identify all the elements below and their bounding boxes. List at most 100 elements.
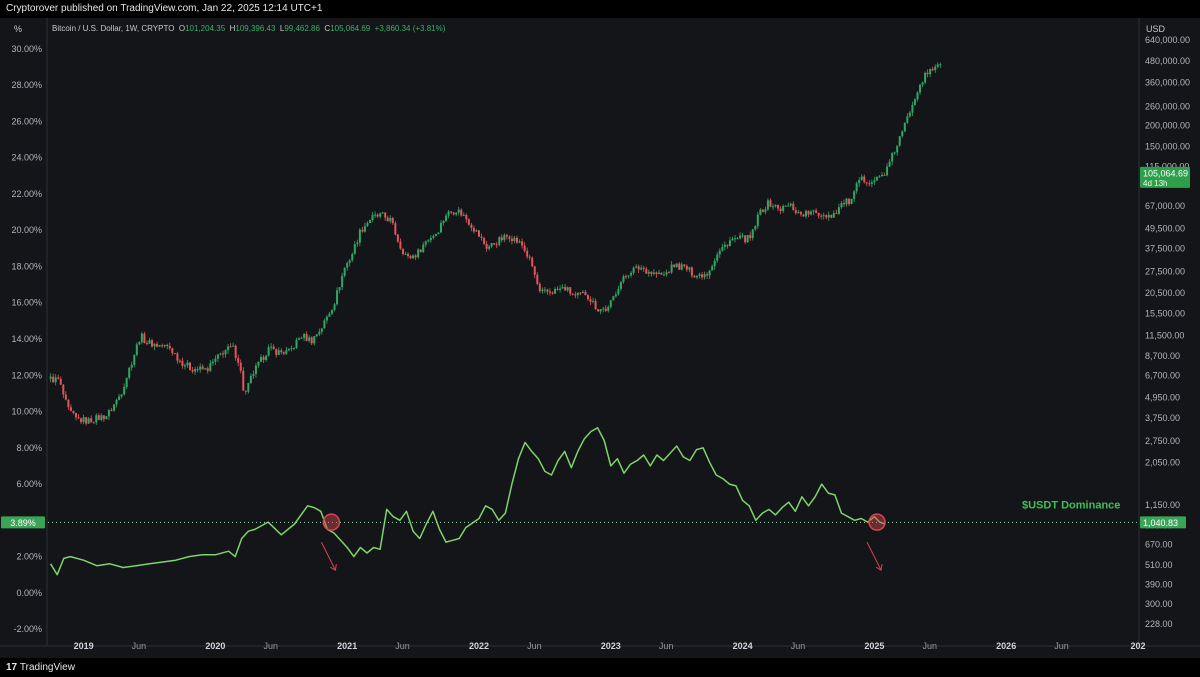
btc-candle-body: [457, 209, 460, 213]
btc-candle-body: [490, 243, 493, 247]
btc-candle-body: [670, 264, 673, 273]
btc-candle-body: [888, 161, 891, 167]
btc-candle-body: [908, 112, 911, 117]
btc-candle-body: [855, 183, 858, 192]
btc-candle-body: [298, 338, 301, 340]
btc-candle-body: [837, 207, 840, 214]
btc-candle-body: [733, 238, 736, 240]
left-axis-tick: 18.00%: [11, 261, 42, 271]
time-axis-tick: 2021: [337, 641, 357, 651]
btc-candle-body: [257, 361, 260, 366]
right-axis-tick: 49,500.00: [1145, 223, 1185, 233]
btc-candle-body: [571, 293, 574, 295]
right-axis-tick: 228.00: [1145, 619, 1173, 629]
btc-candle-body: [194, 369, 197, 372]
btc-candle-body: [754, 226, 757, 230]
btc-candle-body: [343, 267, 346, 276]
btc-candle-body: [597, 309, 600, 312]
btc-candle-body: [594, 300, 597, 310]
btc-candle-body: [237, 357, 240, 363]
btc-candle-body: [822, 215, 825, 217]
btc-candle-body: [685, 265, 688, 270]
time-axis-tick: 2019: [74, 641, 94, 651]
chart-svg[interactable]: 30.00% 28.00% 26.00% 24.00% 22.00% 20.00% 18.0…: [0, 18, 1200, 658]
btc-candle-body: [518, 241, 521, 243]
btc-candle-body: [875, 177, 878, 181]
btc-candle-body: [115, 399, 118, 405]
btc-candle-body: [665, 272, 668, 275]
btc-candle-body: [330, 310, 333, 314]
btc-candle-body: [445, 215, 448, 221]
btc-candle-body: [650, 271, 653, 274]
btc-candle-body: [599, 309, 602, 312]
right-axis-tick: 640,000.00: [1145, 35, 1190, 45]
btc-candle-body: [260, 356, 263, 362]
btc-candle-body: [107, 410, 110, 417]
btc-candle-body: [926, 72, 929, 75]
btc-candle-body: [439, 222, 442, 233]
btc-candle-body: [510, 238, 513, 242]
btc-candle-body: [151, 340, 154, 347]
btc-candle-body: [556, 288, 559, 290]
current-price-badge[interactable]: [1140, 166, 1190, 188]
right-axis-tick: 8,700.00: [1145, 351, 1180, 361]
btc-candle-body: [432, 236, 435, 238]
btc-candle-body: [371, 214, 374, 221]
left-axis-panel[interactable]: [0, 18, 46, 658]
btc-candle-body: [731, 238, 734, 241]
btc-candle-body: [576, 292, 579, 296]
btc-candle-body: [772, 206, 775, 208]
btc-candle-body: [201, 366, 204, 370]
btc-candle-body: [703, 274, 706, 278]
btc-candle-body: [376, 214, 379, 217]
btc-candle-body: [675, 263, 678, 268]
btc-candle-body: [358, 229, 361, 243]
btc-candle-body: [668, 272, 671, 274]
btc-candle-body: [95, 415, 98, 423]
left-axis-tick: 30.00%: [11, 44, 42, 54]
btc-candle-body: [424, 241, 427, 245]
dominance-badge[interactable]: [1, 516, 45, 529]
btc-candle-body: [229, 346, 232, 348]
btc-candle-body: [462, 214, 465, 216]
btc-candle-body: [472, 228, 475, 232]
dominance-badge-text: 3.89%: [10, 518, 36, 528]
right-axis-panel[interactable]: [1140, 18, 1200, 658]
btc-candle-body: [399, 241, 402, 249]
btc-candle-body: [500, 237, 503, 241]
btc-candle-body: [125, 377, 128, 387]
btc-candle-body: [303, 333, 306, 338]
btc-candle-body: [72, 410, 75, 414]
btc-candle-body: [592, 300, 595, 302]
btc-candle-body: [176, 353, 179, 361]
right-axis-tick: 3,750.00: [1145, 413, 1180, 423]
symbol-name: Bitcoin / U.S. Dollar, 1W, CRYPTO: [52, 24, 175, 33]
btc-candle-body: [881, 174, 884, 177]
btc-candle-body: [581, 291, 584, 293]
btc-candle-body: [348, 260, 351, 263]
tradingview-logo-text: TradingView: [19, 662, 75, 673]
btc-candle-body: [110, 410, 113, 412]
btc-candle-body: [74, 413, 77, 418]
btc-candle-body: [171, 348, 174, 354]
btc-candle-body: [929, 69, 932, 75]
tradingview-logo[interactable]: 17 TradingView: [6, 658, 75, 677]
symbol-legend[interactable]: Bitcoin / U.S. Dollar, 1W, CRYPTO O101,2…: [52, 24, 445, 33]
level-badge[interactable]: [1140, 516, 1186, 529]
btc-candle-body: [523, 245, 526, 251]
right-axis-tick: 260,000.00: [1145, 101, 1190, 111]
btc-candle-body: [465, 214, 468, 220]
btc-candle-body: [183, 365, 186, 367]
btc-candle-body: [450, 211, 453, 213]
btc-candle-body: [921, 82, 924, 85]
btc-candle-body: [57, 377, 60, 379]
btc-candle-body: [196, 369, 199, 371]
btc-candle-body: [414, 255, 417, 258]
btc-candle-body: [528, 256, 531, 258]
left-axis-tick: 8.00%: [16, 443, 42, 453]
btc-candle-body: [886, 166, 889, 176]
btc-candle-body: [845, 198, 848, 205]
right-axis-tick: 390.00: [1145, 580, 1173, 590]
btc-candle-body: [630, 272, 633, 276]
btc-candle-body: [369, 220, 372, 223]
